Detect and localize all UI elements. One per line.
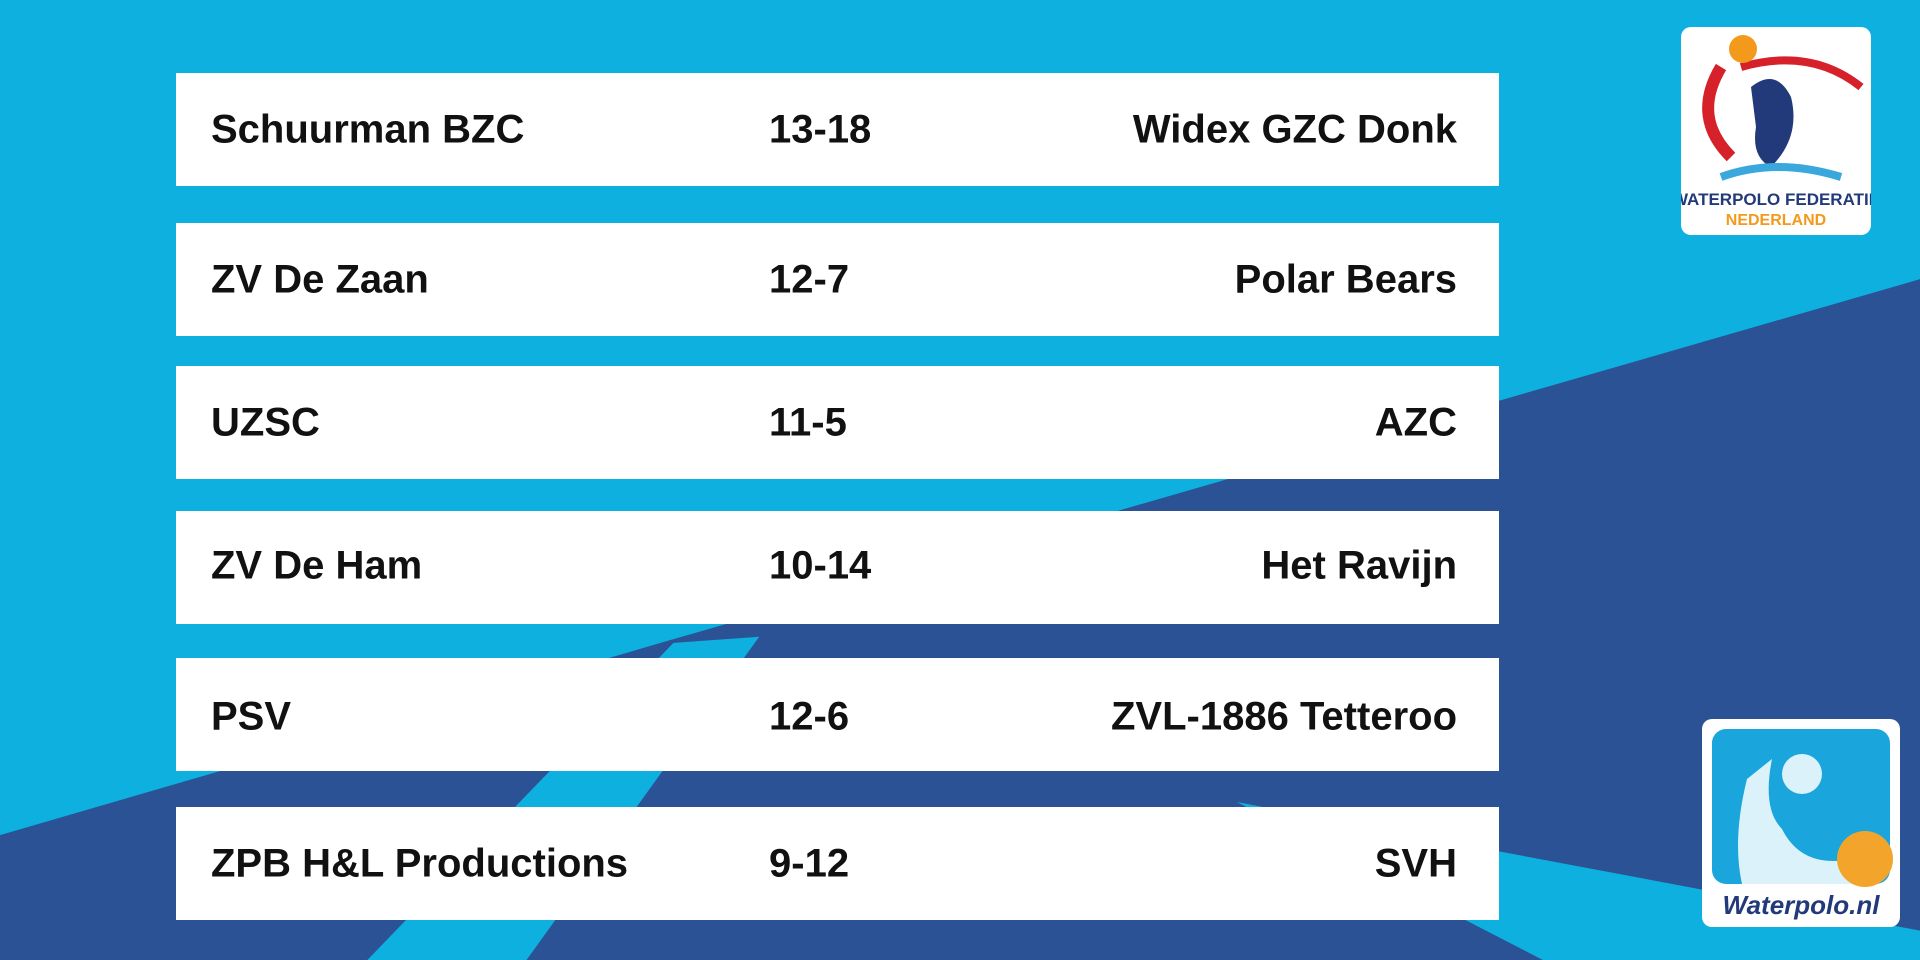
match-row: ZV De Zaan 12-7 Polar Bears [176,223,1499,336]
match-row: Schuurman BZC 13-18 Widex GZC Donk [176,73,1499,186]
match-score: 12-6 [769,694,850,738]
match-score: 13-18 [769,107,872,151]
match-row: ZV De Ham 10-14 Het Ravijn [176,511,1499,624]
home-team: ZV De Zaan [211,257,429,301]
match-score: 12-7 [769,257,850,301]
match-score: 11-5 [769,400,847,444]
federation-name: WATERPOLO FEDERATIE [1681,190,1871,209]
home-team: UZSC [211,400,320,444]
home-team: PSV [211,694,292,738]
federation-country: NEDERLAND [1726,212,1826,229]
federation-logo: WATERPOLO FEDERATIE NEDERLAND [1655,27,1897,235]
match-score: 9-12 [769,841,850,885]
away-team: Widex GZC Donk [1132,107,1457,151]
home-team: ZV De Ham [211,543,423,587]
match-row: UZSC 11-5 AZC [176,366,1499,479]
away-team: AZC [1374,400,1457,444]
match-score: 10-14 [769,543,872,587]
home-team: ZPB H&L Productions [211,841,629,885]
away-team: Polar Bears [1234,257,1457,301]
match-row: PSV 12-6 ZVL-1886 Tetteroo [176,658,1499,771]
site-logo: Waterpolo.nl [1702,719,1900,927]
match-row: ZPB H&L Productions 9-12 SVH [176,807,1499,920]
site-name: Waterpolo.nl [1723,890,1881,920]
away-team: SVH [1374,841,1457,885]
federation-emblem: WATERPOLO FEDERATIE NEDERLAND [1655,35,1897,229]
home-team: Schuurman BZC [211,107,525,151]
away-team: Het Ravijn [1261,543,1457,587]
site-emblem: Waterpolo.nl [1712,729,1893,920]
away-team: ZVL-1886 Tetteroo [1111,694,1457,738]
